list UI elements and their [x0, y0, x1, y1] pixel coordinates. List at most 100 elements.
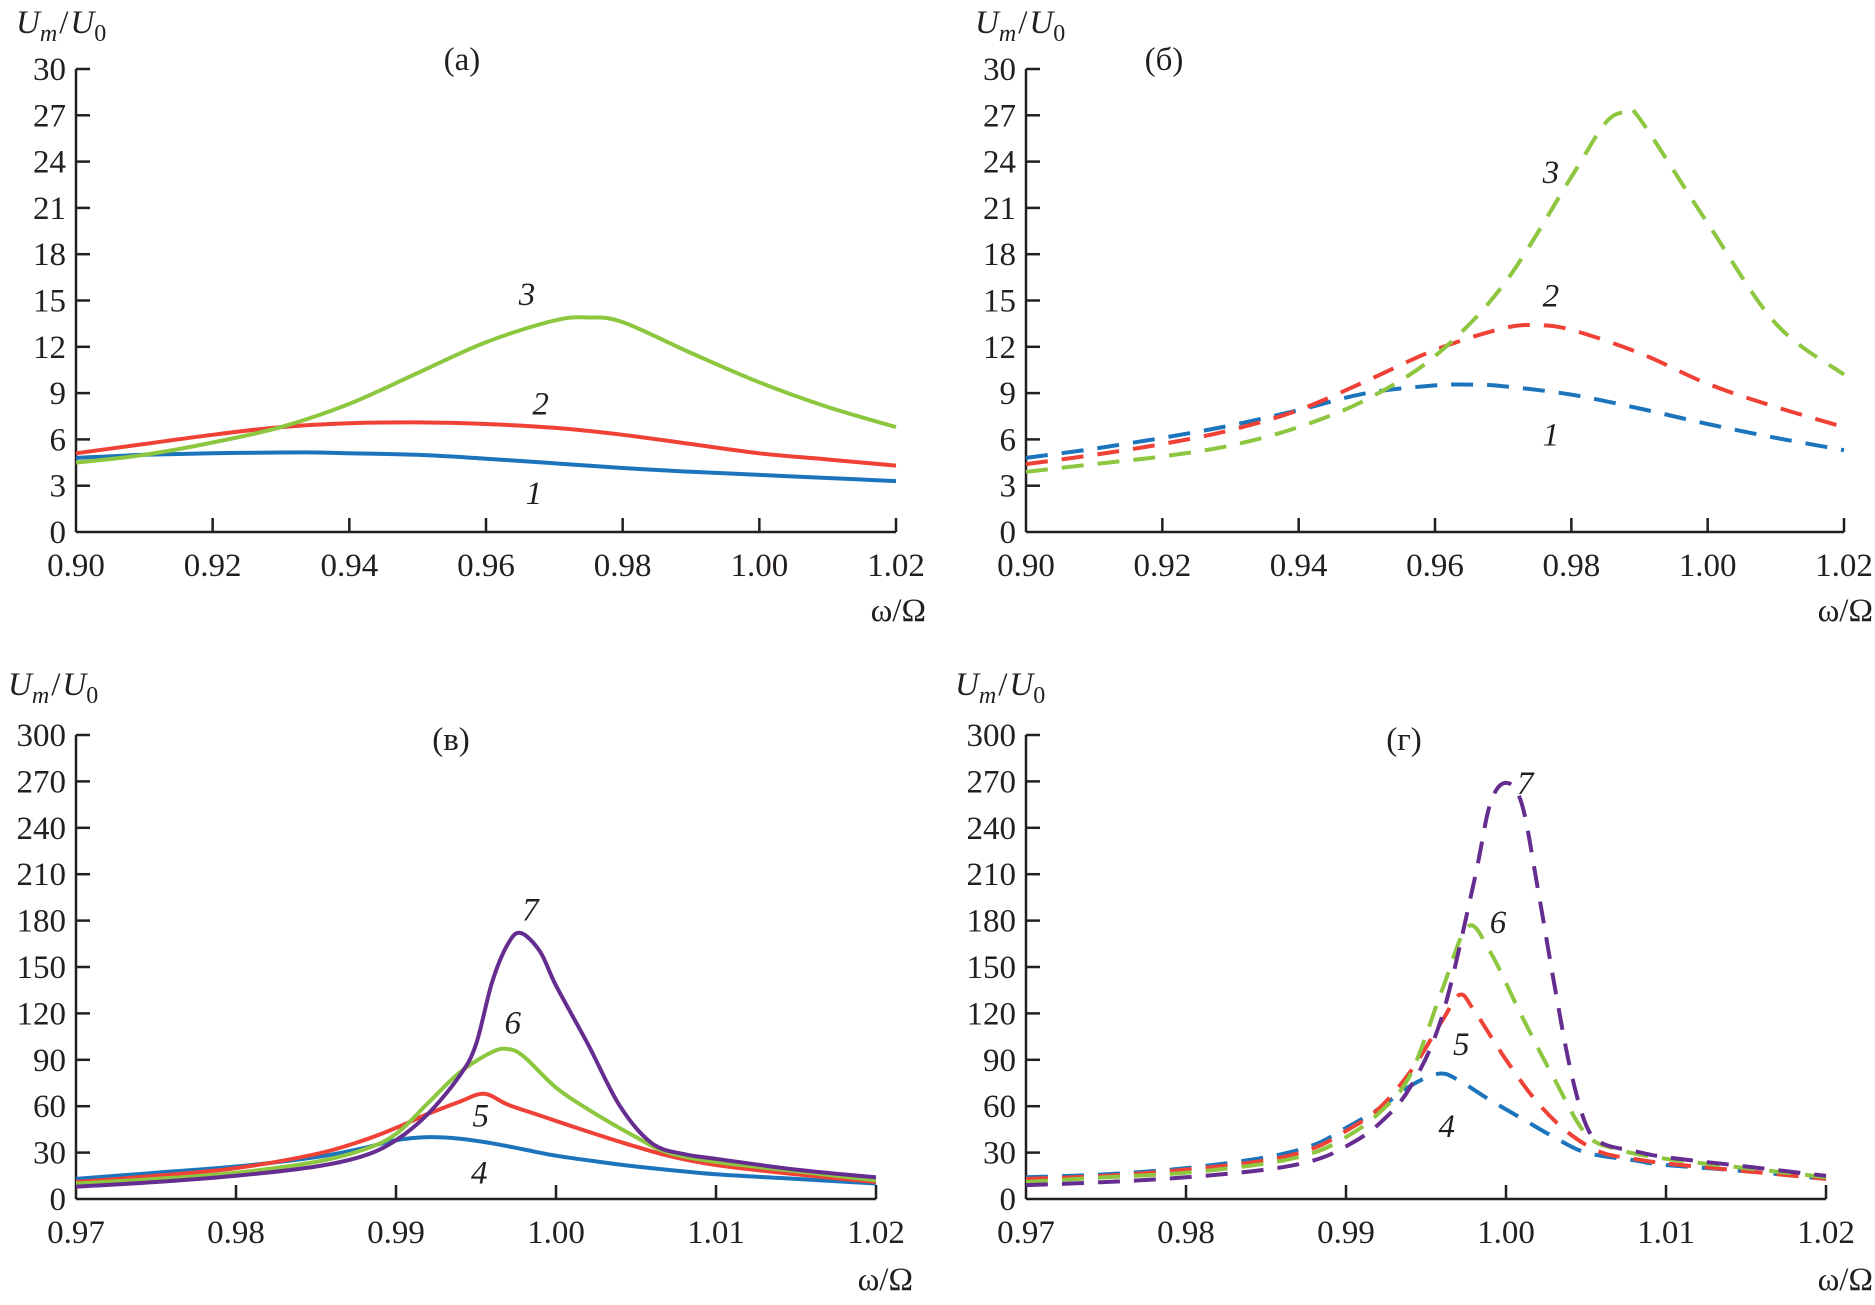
y-tick-label: 90	[33, 1043, 66, 1079]
y-tick-label: 150	[967, 950, 1017, 986]
y-tick-label: 120	[17, 996, 67, 1032]
x-axis-title: ω/Ω	[858, 1262, 913, 1298]
y-tick-label: 240	[967, 811, 1017, 847]
series-2-line	[75, 420, 897, 468]
y-tick-label: 90	[983, 1043, 1016, 1079]
x-tick-label: 0.90	[997, 548, 1055, 584]
y-tick-label: 0	[50, 1182, 67, 1218]
y-tick-label: 210	[967, 857, 1017, 893]
series-2-label: 2	[1543, 279, 1560, 315]
x-tick-label: 0.92	[184, 548, 242, 584]
x-axis-title: ω/Ω	[871, 593, 926, 629]
x-tick-label: 0.94	[320, 548, 378, 584]
y-tick-label: 30	[983, 52, 1016, 88]
y-tick-label: 3	[50, 469, 67, 505]
y-tick-label: 180	[967, 904, 1017, 940]
x-tick-label: 0.96	[457, 548, 515, 584]
x-tick-label: 0.97	[997, 1215, 1055, 1251]
y-tick-label: 270	[17, 764, 67, 800]
y-tick-label: 3	[1000, 469, 1017, 505]
x-tick-label: 1.02	[1815, 548, 1873, 584]
x-tick-label: 0.97	[47, 1215, 105, 1251]
panel-label: (г)	[1386, 722, 1422, 758]
x-axis-title: ω/Ω	[1818, 593, 1873, 629]
y-axis-title: Um/U0	[16, 5, 106, 47]
series-6-line	[75, 1046, 877, 1186]
y-tick-label: 6	[50, 422, 67, 458]
series-7-line	[1025, 780, 1827, 1188]
series-6-label: 6	[1490, 905, 1507, 941]
y-tick-label: 30	[33, 1136, 66, 1172]
y-tick-label: 15	[33, 284, 66, 320]
series-7-label: 7	[1517, 766, 1535, 802]
y-tick-label: 21	[983, 191, 1016, 227]
y-tick-label: 30	[983, 1136, 1016, 1172]
x-tick-label: 0.99	[1317, 1215, 1375, 1251]
y-tick-label: 180	[17, 904, 67, 940]
panel-4: Um/U0 (г) 0 30 60 90 120 150 180 210 240 270 300 0.97…	[955, 667, 1873, 1298]
y-tick-label: 12	[33, 330, 66, 366]
x-tick-label: 0.98	[1157, 1215, 1215, 1251]
x-tick-label: 1.01	[687, 1215, 745, 1251]
panel-label: (а)	[444, 42, 481, 78]
y-tick-label: 6	[1000, 422, 1017, 458]
series-5-label: 5	[473, 1098, 490, 1134]
series-2-label: 2	[532, 387, 549, 423]
y-tick-label: 18	[33, 237, 66, 273]
y-tick-label: 27	[983, 98, 1016, 134]
x-tick-label: 1.01	[1637, 1215, 1695, 1251]
x-tick-label: 0.92	[1133, 548, 1191, 584]
y-tick-label: 9	[50, 376, 67, 412]
x-tick-label: 1.02	[867, 548, 925, 584]
x-tick-label: 1.00	[730, 548, 788, 584]
x-tick-label: 1.00	[527, 1215, 585, 1251]
series-3-label: 3	[518, 277, 536, 313]
y-tick-label: 9	[1000, 376, 1017, 412]
x-tick-label: 0.98	[207, 1215, 265, 1251]
y-tick-label: 18	[983, 237, 1016, 273]
x-tick-label: 0.98	[594, 548, 652, 584]
x-tick-label: 0.99	[367, 1215, 425, 1251]
y-tick-label: 150	[17, 950, 67, 986]
x-tick-label: 1.02	[847, 1215, 905, 1251]
series-3-line	[75, 315, 897, 465]
series-5-line	[75, 1091, 877, 1184]
y-tick-label: 21	[33, 191, 66, 227]
panel-3: Um/U0 (в) 0 30 60 90 120 150 180 210 240 270 300 0.97…	[8, 667, 913, 1298]
x-axis-title: ω/Ω	[1818, 1262, 1873, 1298]
y-tick-label: 300	[967, 718, 1017, 754]
series-1-label: 1	[526, 476, 543, 512]
y-tick-label: 27	[33, 98, 66, 134]
x-tick-label: 1.00	[1477, 1215, 1535, 1251]
x-tick-label: 0.94	[1270, 548, 1328, 584]
series-5-line	[1025, 992, 1827, 1181]
y-tick-label: 300	[17, 718, 67, 754]
series-6-label: 6	[505, 1006, 522, 1042]
y-tick-label: 270	[967, 764, 1017, 800]
y-tick-label: 0	[1000, 515, 1017, 551]
y-tick-label: 30	[33, 52, 66, 88]
y-tick-label: 0	[1000, 1182, 1017, 1218]
x-tick-label: 0.96	[1406, 548, 1464, 584]
x-tick-label: 0.98	[1542, 548, 1600, 584]
y-tick-label: 12	[983, 330, 1016, 366]
series-1-line	[1025, 382, 1845, 460]
panel-label: (б)	[1145, 42, 1184, 78]
y-tick-label: 24	[983, 145, 1016, 181]
y-tick-label: 120	[967, 996, 1017, 1032]
series-1-label: 1	[1543, 418, 1560, 454]
series-2-line	[1025, 322, 1845, 467]
y-tick-label: 60	[33, 1089, 66, 1125]
y-tick-label: 15	[983, 284, 1016, 320]
series-7-label: 7	[522, 893, 540, 929]
y-axis-title: Um/U0	[8, 667, 98, 709]
series-4-label: 4	[1439, 1109, 1456, 1145]
series-3-label: 3	[1542, 155, 1560, 191]
series-6-line	[1025, 923, 1827, 1184]
panel-label: (в)	[432, 722, 470, 758]
series-1-line	[75, 450, 897, 484]
x-tick-label: 0.90	[47, 548, 105, 584]
